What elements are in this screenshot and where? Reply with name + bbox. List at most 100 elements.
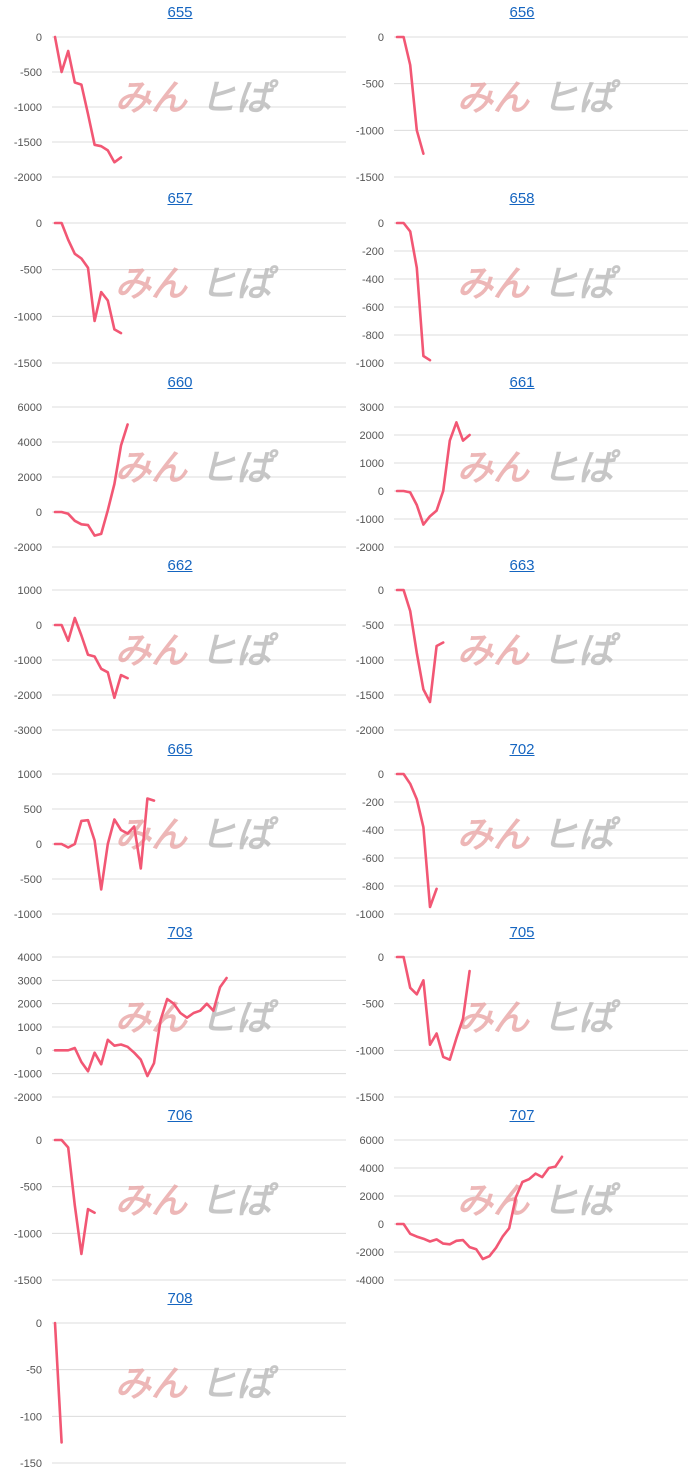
y-tick-label: 1000	[18, 769, 42, 781]
y-tick-label: -1000	[356, 1045, 384, 1057]
watermark-text-part1: みん	[457, 264, 530, 305]
chart-title-link[interactable]: 656	[509, 4, 535, 21]
y-tick-label: -4000	[356, 1275, 384, 1287]
chart-title-link[interactable]: 702	[509, 741, 535, 758]
y-tick-label: 0	[36, 839, 42, 851]
line-chart: 0 -200 -400 -600 -800 -1000 みん ヒぱ	[356, 218, 688, 370]
watermark-logo: みん ヒぱ	[115, 1181, 279, 1222]
y-tick-label: 0	[36, 32, 42, 44]
watermark-text-part2: ヒぱ	[200, 1181, 279, 1222]
y-tick-label: -1000	[14, 909, 42, 921]
chart-title-link[interactable]: 655	[167, 4, 193, 21]
series-line	[395, 772, 438, 909]
y-tick-label: -200	[362, 797, 384, 809]
y-tick-label: 0	[36, 1135, 42, 1147]
y-tick-label: 0	[36, 1318, 42, 1330]
line-chart: 0 -50 -100 -150 みん ヒぱ	[20, 1318, 346, 1470]
y-tick-label: -100	[20, 1411, 42, 1423]
watermark-text-part2: ヒぱ	[200, 448, 279, 489]
chart-title-link[interactable]: 658	[509, 190, 535, 207]
chart-title-link[interactable]: 660	[167, 374, 193, 391]
y-tick-label: -500	[20, 265, 42, 277]
chart-panel-665: 665 1000 500 0 -500 -1000 みん ヒぱ	[10, 741, 350, 923]
y-tick-label: 2000	[18, 999, 42, 1011]
watermark-text-part2: ヒぱ	[542, 998, 621, 1039]
watermark-text-part1: みん	[457, 631, 530, 672]
y-tick-label: -600	[362, 853, 384, 865]
chart-title-link[interactable]: 662	[167, 557, 193, 574]
watermark-text-part1: みん	[115, 631, 188, 672]
y-tick-label: -1000	[14, 655, 42, 667]
watermark-logo: みん ヒぱ	[115, 1364, 279, 1405]
chart-title-link[interactable]: 657	[167, 190, 193, 207]
y-tick-label: 6000	[18, 402, 42, 414]
watermark-text-part1: みん	[115, 448, 188, 489]
y-tick-label: -1000	[14, 1069, 42, 1081]
chart-panel-706: 706 0 -500 -1000 -1500 みん ヒぱ	[10, 1107, 350, 1289]
watermark-text-part2: ヒぱ	[200, 815, 279, 856]
watermark-text-part2: ヒぱ	[542, 815, 621, 856]
line-chart: 0 -200 -400 -600 -800 -1000 みん ヒぱ	[356, 769, 688, 921]
y-tick-label: 1000	[18, 585, 42, 597]
watermark-text-part1: みん	[457, 78, 530, 119]
y-tick-label: -2000	[356, 725, 384, 737]
y-tick-label: -500	[20, 1182, 42, 1194]
y-tick-label: 3000	[360, 402, 384, 414]
line-chart: 1000 0 -1000 -2000 -3000 みん ヒぱ	[14, 585, 346, 737]
watermark-text-part1: みん	[115, 264, 188, 305]
chart-panel-702: 702 0 -200 -400 -600 -800 -1000 みん ヒぱ	[352, 741, 692, 923]
chart-panel-705: 705 0 -500 -1000 -1500 みん ヒぱ	[352, 924, 692, 1106]
line-chart: 4000 3000 2000 1000 0 -1000 -2000 みん ヒぱ	[14, 952, 346, 1104]
watermark-text-part2: ヒぱ	[200, 78, 279, 119]
y-tick-label: -500	[20, 67, 42, 79]
y-tick-label: 4000	[360, 1163, 384, 1175]
y-tick-label: 0	[378, 218, 384, 230]
y-tick-label: -1500	[356, 1092, 384, 1104]
y-tick-label: -600	[362, 302, 384, 314]
y-tick-label: 0	[36, 507, 42, 519]
watermark-logo: みん ヒぱ	[457, 815, 621, 856]
watermark-text-part1: みん	[457, 1181, 530, 1222]
watermark-logo: みん ヒぱ	[457, 448, 621, 489]
series-line	[395, 221, 432, 362]
chart-title-link[interactable]: 707	[509, 1107, 535, 1124]
watermark-logo: みん ヒぱ	[457, 998, 621, 1039]
y-tick-label: -200	[362, 246, 384, 258]
y-tick-label: 500	[24, 804, 42, 816]
watermark-text-part1: みん	[115, 815, 188, 856]
chart-title-link[interactable]: 663	[509, 557, 535, 574]
y-tick-label: 1000	[18, 1022, 42, 1034]
y-tick-label: -800	[362, 330, 384, 342]
y-tick-label: -2000	[14, 542, 42, 554]
watermark-text-part2: ヒぱ	[200, 998, 279, 1039]
y-tick-label: -1000	[14, 1228, 42, 1240]
series-line	[53, 423, 129, 537]
series-line	[53, 221, 123, 335]
watermark-logo: みん ヒぱ	[457, 1181, 621, 1222]
series-line	[53, 1321, 63, 1444]
y-tick-label: -1000	[356, 125, 384, 137]
line-chart: 0 -500 -1000 -1500 -2000 みん ヒぱ	[14, 32, 346, 184]
chart-title-link[interactable]: 661	[509, 374, 535, 391]
watermark-text-part2: ヒぱ	[542, 78, 621, 119]
watermark-text-part1: みん	[457, 815, 530, 856]
series-line	[395, 421, 471, 526]
chart-title-link[interactable]: 706	[167, 1107, 193, 1124]
chart-panel-658: 658 0 -200 -400 -600 -800 -1000 みん ヒぱ	[352, 190, 692, 372]
y-tick-label: -1000	[356, 514, 384, 526]
y-tick-label: 4000	[18, 437, 42, 449]
chart-title-link[interactable]: 665	[167, 741, 193, 758]
y-tick-label: 0	[36, 620, 42, 632]
watermark-text-part1: みん	[457, 448, 530, 489]
y-tick-label: 3000	[18, 975, 42, 987]
chart-title-link[interactable]: 708	[167, 1290, 193, 1307]
chart-title-link[interactable]: 703	[167, 924, 193, 941]
chart-title-link[interactable]: 705	[509, 924, 535, 941]
y-tick-label: -1500	[356, 690, 384, 702]
y-tick-label: -2000	[14, 172, 42, 184]
chart-panel-661: 661 3000 2000 1000 0 -1000 -2000 みん ヒぱ	[352, 374, 692, 556]
line-chart: 6000 4000 2000 0 -2000 みん ヒぱ	[14, 402, 346, 554]
chart-panel-707: 707 6000 4000 2000 0 -2000 -4000 みん ヒぱ	[352, 1107, 692, 1289]
chart-panel-662: 662 1000 0 -1000 -2000 -3000 みん ヒぱ	[10, 557, 350, 739]
chart-panel-657: 657 0 -500 -1000 -1500 みん ヒぱ	[10, 190, 350, 372]
